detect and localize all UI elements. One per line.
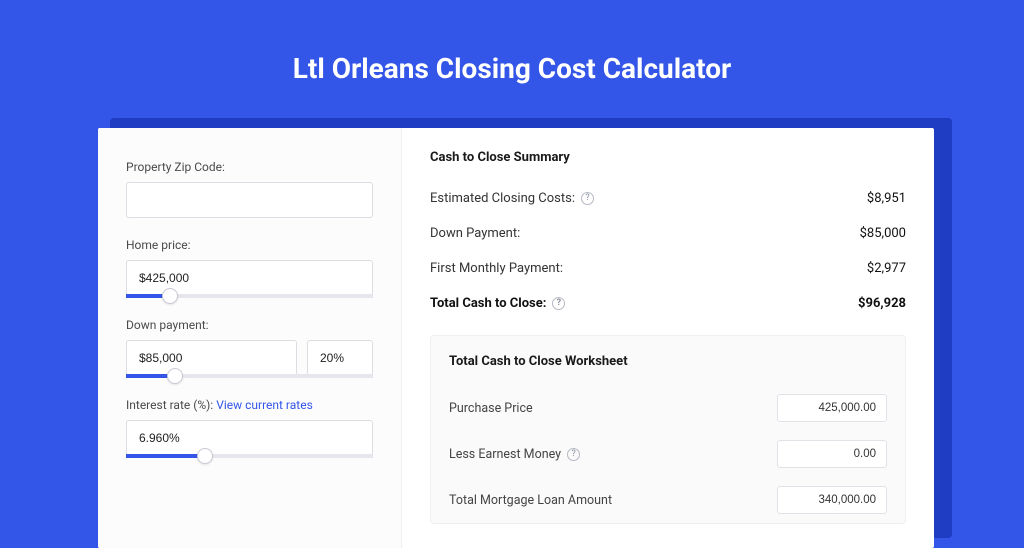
worksheet-panel: Total Cash to Close Worksheet Purchase P… <box>430 335 906 524</box>
down-payment-pct-input[interactable] <box>307 340 373 376</box>
help-icon[interactable]: ? <box>552 297 565 310</box>
summary-row-label-text: Estimated Closing Costs: <box>430 191 575 206</box>
calculator-card: Property Zip Code: Home price: Down paym… <box>98 128 934 548</box>
worksheet-row: Purchase Price <box>449 385 887 431</box>
summary-row: First Monthly Payment: $2,977 <box>430 251 906 286</box>
worksheet-row-input[interactable] <box>777 486 887 514</box>
summary-row: Down Payment: $85,000 <box>430 216 906 251</box>
zip-label: Property Zip Code: <box>126 160 373 174</box>
view-rates-link[interactable]: View current rates <box>216 398 313 412</box>
down-payment-input[interactable] <box>126 340 297 376</box>
interest-slider-thumb[interactable] <box>197 448 213 464</box>
results-panel: Cash to Close Summary Estimated Closing … <box>402 128 934 548</box>
summary-row-label: First Monthly Payment: <box>430 261 563 276</box>
worksheet-row-label-text: Total Mortgage Loan Amount <box>449 493 612 508</box>
down-payment-label: Down payment: <box>126 318 373 332</box>
worksheet-row-input[interactable] <box>777 440 887 468</box>
help-icon[interactable]: ? <box>567 448 580 461</box>
worksheet-row: Total Mortgage Loan Amount <box>449 477 887 523</box>
down-payment-slider-thumb[interactable] <box>167 368 183 384</box>
summary-row-value: $8,951 <box>867 191 906 206</box>
worksheet-heading: Total Cash to Close Worksheet <box>449 354 887 369</box>
worksheet-row: Less Earnest Money? <box>449 431 887 477</box>
summary-row-label: Total Cash to Close:? <box>430 296 565 311</box>
interest-input[interactable] <box>126 420 373 456</box>
worksheet-row-label-text: Less Earnest Money <box>449 447 561 462</box>
interest-label: Interest rate (%): <box>126 398 213 412</box>
worksheet-row-input[interactable] <box>777 394 887 422</box>
interest-slider-fill <box>126 454 205 458</box>
home-price-slider[interactable] <box>126 294 373 298</box>
interest-field-group: Interest rate (%): View current rates <box>126 398 373 458</box>
summary-row: Total Cash to Close:? $96,928 <box>430 286 906 321</box>
home-price-label: Home price: <box>126 238 373 252</box>
summary-row-label: Estimated Closing Costs:? <box>430 191 594 206</box>
home-price-field-group: Home price: <box>126 238 373 298</box>
worksheet-row-label: Total Mortgage Loan Amount <box>449 493 612 508</box>
summary-row: Estimated Closing Costs:? $8,951 <box>430 181 906 216</box>
zip-field-group: Property Zip Code: <box>126 160 373 218</box>
summary-row-value: $2,977 <box>867 261 906 276</box>
input-panel: Property Zip Code: Home price: Down paym… <box>98 128 402 548</box>
down-payment-field-group: Down payment: <box>126 318 373 378</box>
help-icon[interactable]: ? <box>581 192 594 205</box>
interest-slider[interactable] <box>126 454 373 458</box>
worksheet-row-label: Less Earnest Money? <box>449 447 580 462</box>
summary-row-label: Down Payment: <box>430 226 520 241</box>
summary-row-label-text: First Monthly Payment: <box>430 261 563 276</box>
home-price-slider-thumb[interactable] <box>162 288 178 304</box>
summary-heading: Cash to Close Summary <box>430 150 906 165</box>
summary-row-value: $85,000 <box>860 226 906 241</box>
summary-row-label-text: Down Payment: <box>430 226 520 241</box>
worksheet-row-label: Purchase Price <box>449 401 533 416</box>
worksheet-row-label-text: Purchase Price <box>449 401 533 416</box>
interest-label-row: Interest rate (%): View current rates <box>126 398 373 412</box>
summary-row-label-text: Total Cash to Close: <box>430 296 546 311</box>
page-title: Ltl Orleans Closing Cost Calculator <box>0 0 1024 113</box>
down-payment-slider[interactable] <box>126 374 373 378</box>
zip-input[interactable] <box>126 182 373 218</box>
summary-list: Estimated Closing Costs:? $8,951 Down Paym… <box>430 181 906 321</box>
worksheet-list: Purchase Price Less Earnest Money? Total M… <box>449 385 887 523</box>
summary-row-value: $96,928 <box>858 296 906 311</box>
